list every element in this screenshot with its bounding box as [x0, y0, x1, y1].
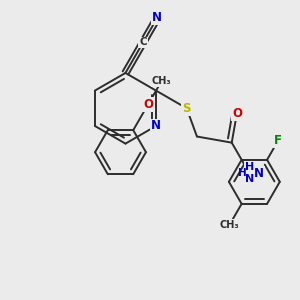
- Text: H
N: H N: [245, 162, 254, 184]
- Text: N: N: [152, 11, 162, 24]
- Text: C: C: [139, 38, 147, 47]
- Text: CH₃: CH₃: [220, 220, 239, 230]
- Text: F: F: [274, 134, 282, 147]
- Text: H: H: [238, 168, 247, 178]
- Text: N: N: [254, 167, 264, 180]
- Text: N: N: [151, 119, 161, 133]
- Text: O: O: [232, 106, 242, 120]
- Text: S: S: [182, 102, 191, 115]
- Text: O: O: [143, 98, 153, 111]
- Text: CH₃: CH₃: [152, 76, 171, 86]
